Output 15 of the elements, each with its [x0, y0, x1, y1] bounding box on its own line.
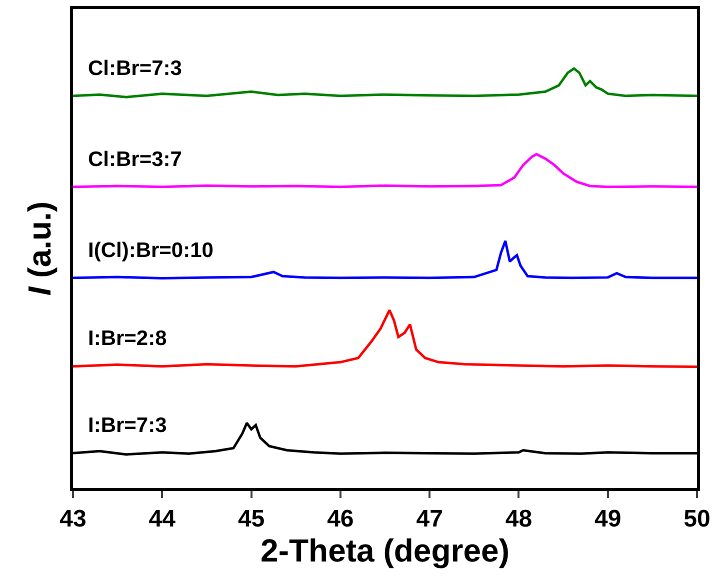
series-label: I:Br=2:8 [88, 327, 168, 350]
x-tick-label: 50 [684, 506, 710, 533]
x-tick-label: 44 [148, 506, 176, 533]
x-tick-label: 46 [327, 506, 354, 533]
x-tick-label: 45 [238, 506, 265, 533]
series-label: Cl:Br=7:3 [88, 57, 182, 80]
series-label: Cl:Br=3:7 [88, 148, 182, 171]
x-tick-label: 47 [416, 506, 443, 533]
x-tick-label: 49 [594, 506, 622, 533]
x-axis-title: 2-Theta (degree) [260, 532, 510, 569]
y-axis-title: I (a.u.) [22, 201, 58, 296]
x-tick-label: 48 [505, 506, 532, 533]
series-label: I(Cl):Br=0:10 [88, 239, 214, 262]
x-tick-label: 43 [60, 506, 86, 533]
series-label: I:Br=7:3 [88, 414, 167, 437]
